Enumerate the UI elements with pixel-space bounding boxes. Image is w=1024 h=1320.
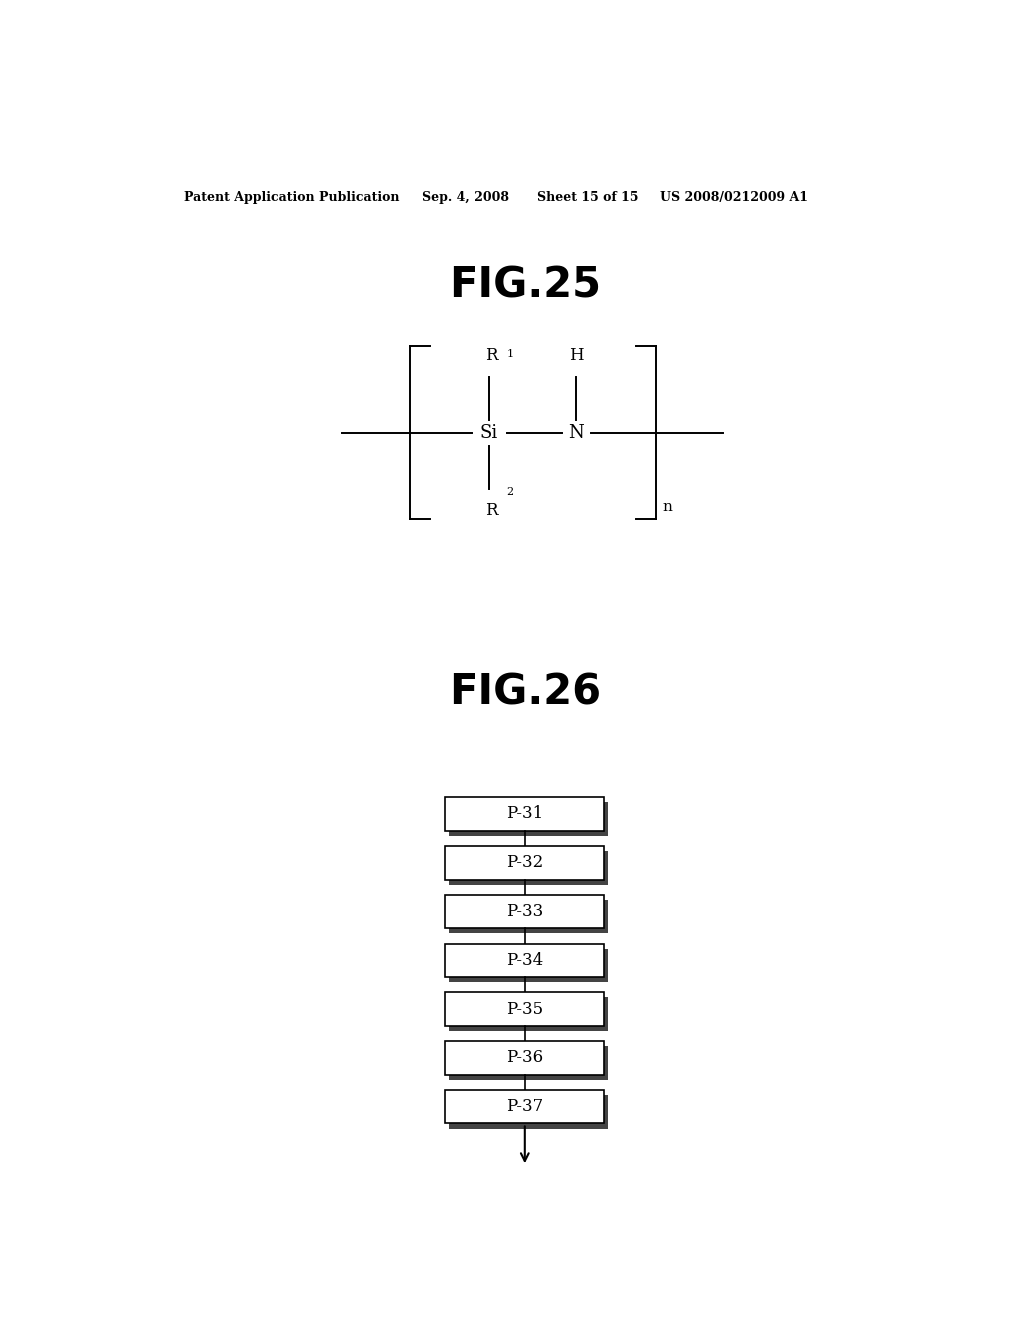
Text: 2: 2 <box>507 487 514 496</box>
Text: P-32: P-32 <box>506 854 544 871</box>
Bar <box>445 846 604 879</box>
Bar <box>445 1041 604 1074</box>
Text: R: R <box>485 502 498 519</box>
Text: Sheet 15 of 15: Sheet 15 of 15 <box>537 190 638 203</box>
Text: P-36: P-36 <box>506 1049 544 1067</box>
Text: P-35: P-35 <box>506 1001 544 1018</box>
Text: R: R <box>485 347 498 364</box>
Bar <box>450 851 608 884</box>
Text: N: N <box>568 424 585 442</box>
Text: 1: 1 <box>507 348 514 359</box>
Text: n: n <box>663 500 672 513</box>
Text: P-31: P-31 <box>506 805 544 822</box>
Text: FIG.25: FIG.25 <box>449 264 601 306</box>
Bar <box>450 803 608 836</box>
Text: P-33: P-33 <box>506 903 544 920</box>
Bar <box>450 900 608 933</box>
Text: Sep. 4, 2008: Sep. 4, 2008 <box>422 190 509 203</box>
Text: H: H <box>569 347 584 364</box>
Text: Patent Application Publication: Patent Application Publication <box>183 190 399 203</box>
Bar <box>450 949 608 982</box>
Bar <box>445 944 604 977</box>
Text: FIG.26: FIG.26 <box>449 671 601 713</box>
Text: Si: Si <box>480 424 499 442</box>
Text: P-37: P-37 <box>506 1098 544 1115</box>
Bar <box>450 1047 608 1080</box>
Bar <box>445 797 604 830</box>
Bar <box>450 998 608 1031</box>
Bar <box>445 1090 604 1123</box>
Text: US 2008/0212009 A1: US 2008/0212009 A1 <box>659 190 808 203</box>
Bar <box>450 1096 608 1129</box>
Bar <box>445 895 604 928</box>
Bar <box>445 993 604 1026</box>
Text: P-34: P-34 <box>506 952 544 969</box>
